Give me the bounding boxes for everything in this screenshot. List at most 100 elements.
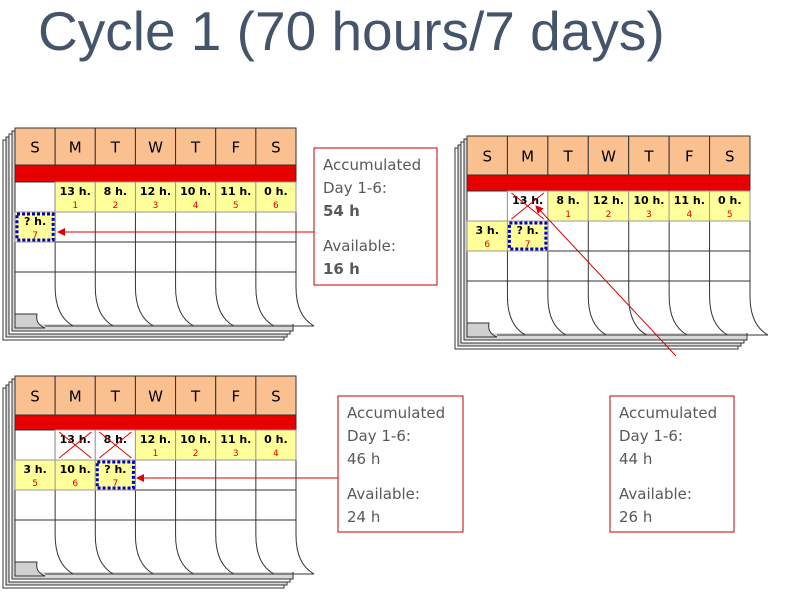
accumulated-value: 46 h [347, 450, 380, 468]
hours: 13 h. [60, 433, 91, 446]
day-number: 2 [112, 201, 118, 211]
day-number: 7 [112, 479, 118, 489]
hours: ? h. [517, 224, 539, 237]
day-number: 7 [32, 231, 38, 241]
day-header [466, 135, 508, 176]
day-label: T [110, 388, 121, 406]
column-line [134, 182, 154, 327]
day-number: 5 [32, 479, 38, 489]
info-box [609, 395, 735, 533]
hours: 11 h. [674, 194, 705, 207]
hours: 10 h. [180, 185, 211, 198]
day-cell [587, 190, 630, 222]
day-header [54, 375, 96, 416]
page-curl [14, 313, 46, 329]
column-line [175, 430, 194, 575]
day-header [547, 135, 589, 176]
day-cell [628, 190, 670, 222]
day-label: M [521, 148, 534, 166]
accumulated-label: Accumulated [323, 156, 421, 174]
hours: 13 h. [512, 194, 543, 207]
available-label: Available: [619, 485, 692, 503]
hours: 0 h. [718, 194, 742, 207]
hours: 10 h. [180, 433, 211, 446]
hours: 10 h. [60, 463, 91, 476]
day-label: W [148, 139, 163, 157]
cross [58, 431, 92, 459]
info-box [337, 395, 464, 533]
day-cell [14, 211, 56, 243]
current-day-marker [95, 460, 135, 490]
day-label: M [69, 388, 82, 406]
cross [511, 192, 545, 220]
day-label: M [69, 139, 82, 157]
day-label: S [482, 148, 492, 166]
hours: 0 h. [264, 185, 288, 198]
hours: 12 h. [140, 433, 171, 446]
calendar: S M T W T F S 13 h. 8 h. 12 h. 1 10 h. 2 11 h. 3 0 h. 4 3… [2, 375, 315, 589]
column-line [215, 430, 234, 575]
column-line [255, 430, 275, 575]
hours: 3 h. [475, 224, 499, 237]
accumulated-value: 44 h [619, 450, 652, 468]
calendars: S M T W T F S13 h.18 h.212 h.310 h.411 h.50 h.… [2, 127, 769, 589]
hours: 12 h. [593, 194, 624, 207]
day-header [14, 375, 56, 416]
day-label: S [271, 388, 281, 406]
current-day-marker [15, 212, 55, 242]
day-cell [134, 429, 177, 461]
column-line [668, 191, 688, 336]
day-number: 5 [233, 201, 239, 211]
available-value: 24 h [347, 508, 380, 526]
column-line [134, 430, 154, 575]
day-label: T [190, 139, 201, 157]
day-range: Day 1-6: [347, 427, 411, 445]
day-label: T [110, 139, 121, 157]
day-label: W [148, 388, 163, 406]
day-header [175, 375, 217, 416]
hours: 11 h. [220, 433, 251, 446]
accumulated-label: Accumulated [619, 404, 717, 422]
info-boxes: Accumulated Day 1-6: 54 h Available: 16 h Acc… [313, 147, 735, 533]
day-header [134, 375, 177, 416]
day-label: T [562, 148, 573, 166]
column-line [709, 191, 728, 336]
info-box [313, 147, 438, 286]
day-number: 6 [273, 201, 279, 211]
day-header [134, 127, 177, 166]
accumulated-value: 54 h [323, 202, 360, 220]
day-number: 3 [153, 201, 159, 211]
column-line [94, 182, 114, 327]
cross [98, 431, 132, 459]
day-header [94, 127, 136, 166]
red-band [466, 174, 751, 192]
day-cell [94, 181, 136, 213]
day-number: 4 [273, 449, 279, 459]
hours: 8 h. [104, 185, 128, 198]
column-line [628, 191, 647, 336]
day-cell [255, 429, 297, 461]
accumulated-label: Accumulated [347, 404, 445, 422]
current-day-marker [507, 221, 548, 251]
hours: 11 h. [220, 185, 251, 198]
column-line [255, 182, 275, 327]
column-line [295, 182, 315, 327]
day-cell [215, 181, 257, 213]
column-line [175, 182, 194, 327]
day-cell [54, 459, 96, 491]
hours: 3 h. [23, 463, 47, 476]
day-cell [54, 181, 96, 213]
column-line [215, 182, 234, 327]
calendar: S M T W T F S 13 h. 8 h. 1 12 h. 2 10 h. 3 11 h. 4 0 h. 5… [454, 135, 769, 350]
column-line [54, 182, 74, 327]
column-line [94, 430, 114, 575]
day-label: W [601, 148, 616, 166]
available-label: Available: [347, 485, 420, 503]
hours: 13 h. [60, 185, 91, 198]
hours: ? h. [24, 215, 46, 228]
day-number: 2 [193, 449, 199, 459]
day-header [628, 135, 670, 176]
day-number: 2 [606, 210, 612, 220]
day-header [587, 135, 630, 176]
